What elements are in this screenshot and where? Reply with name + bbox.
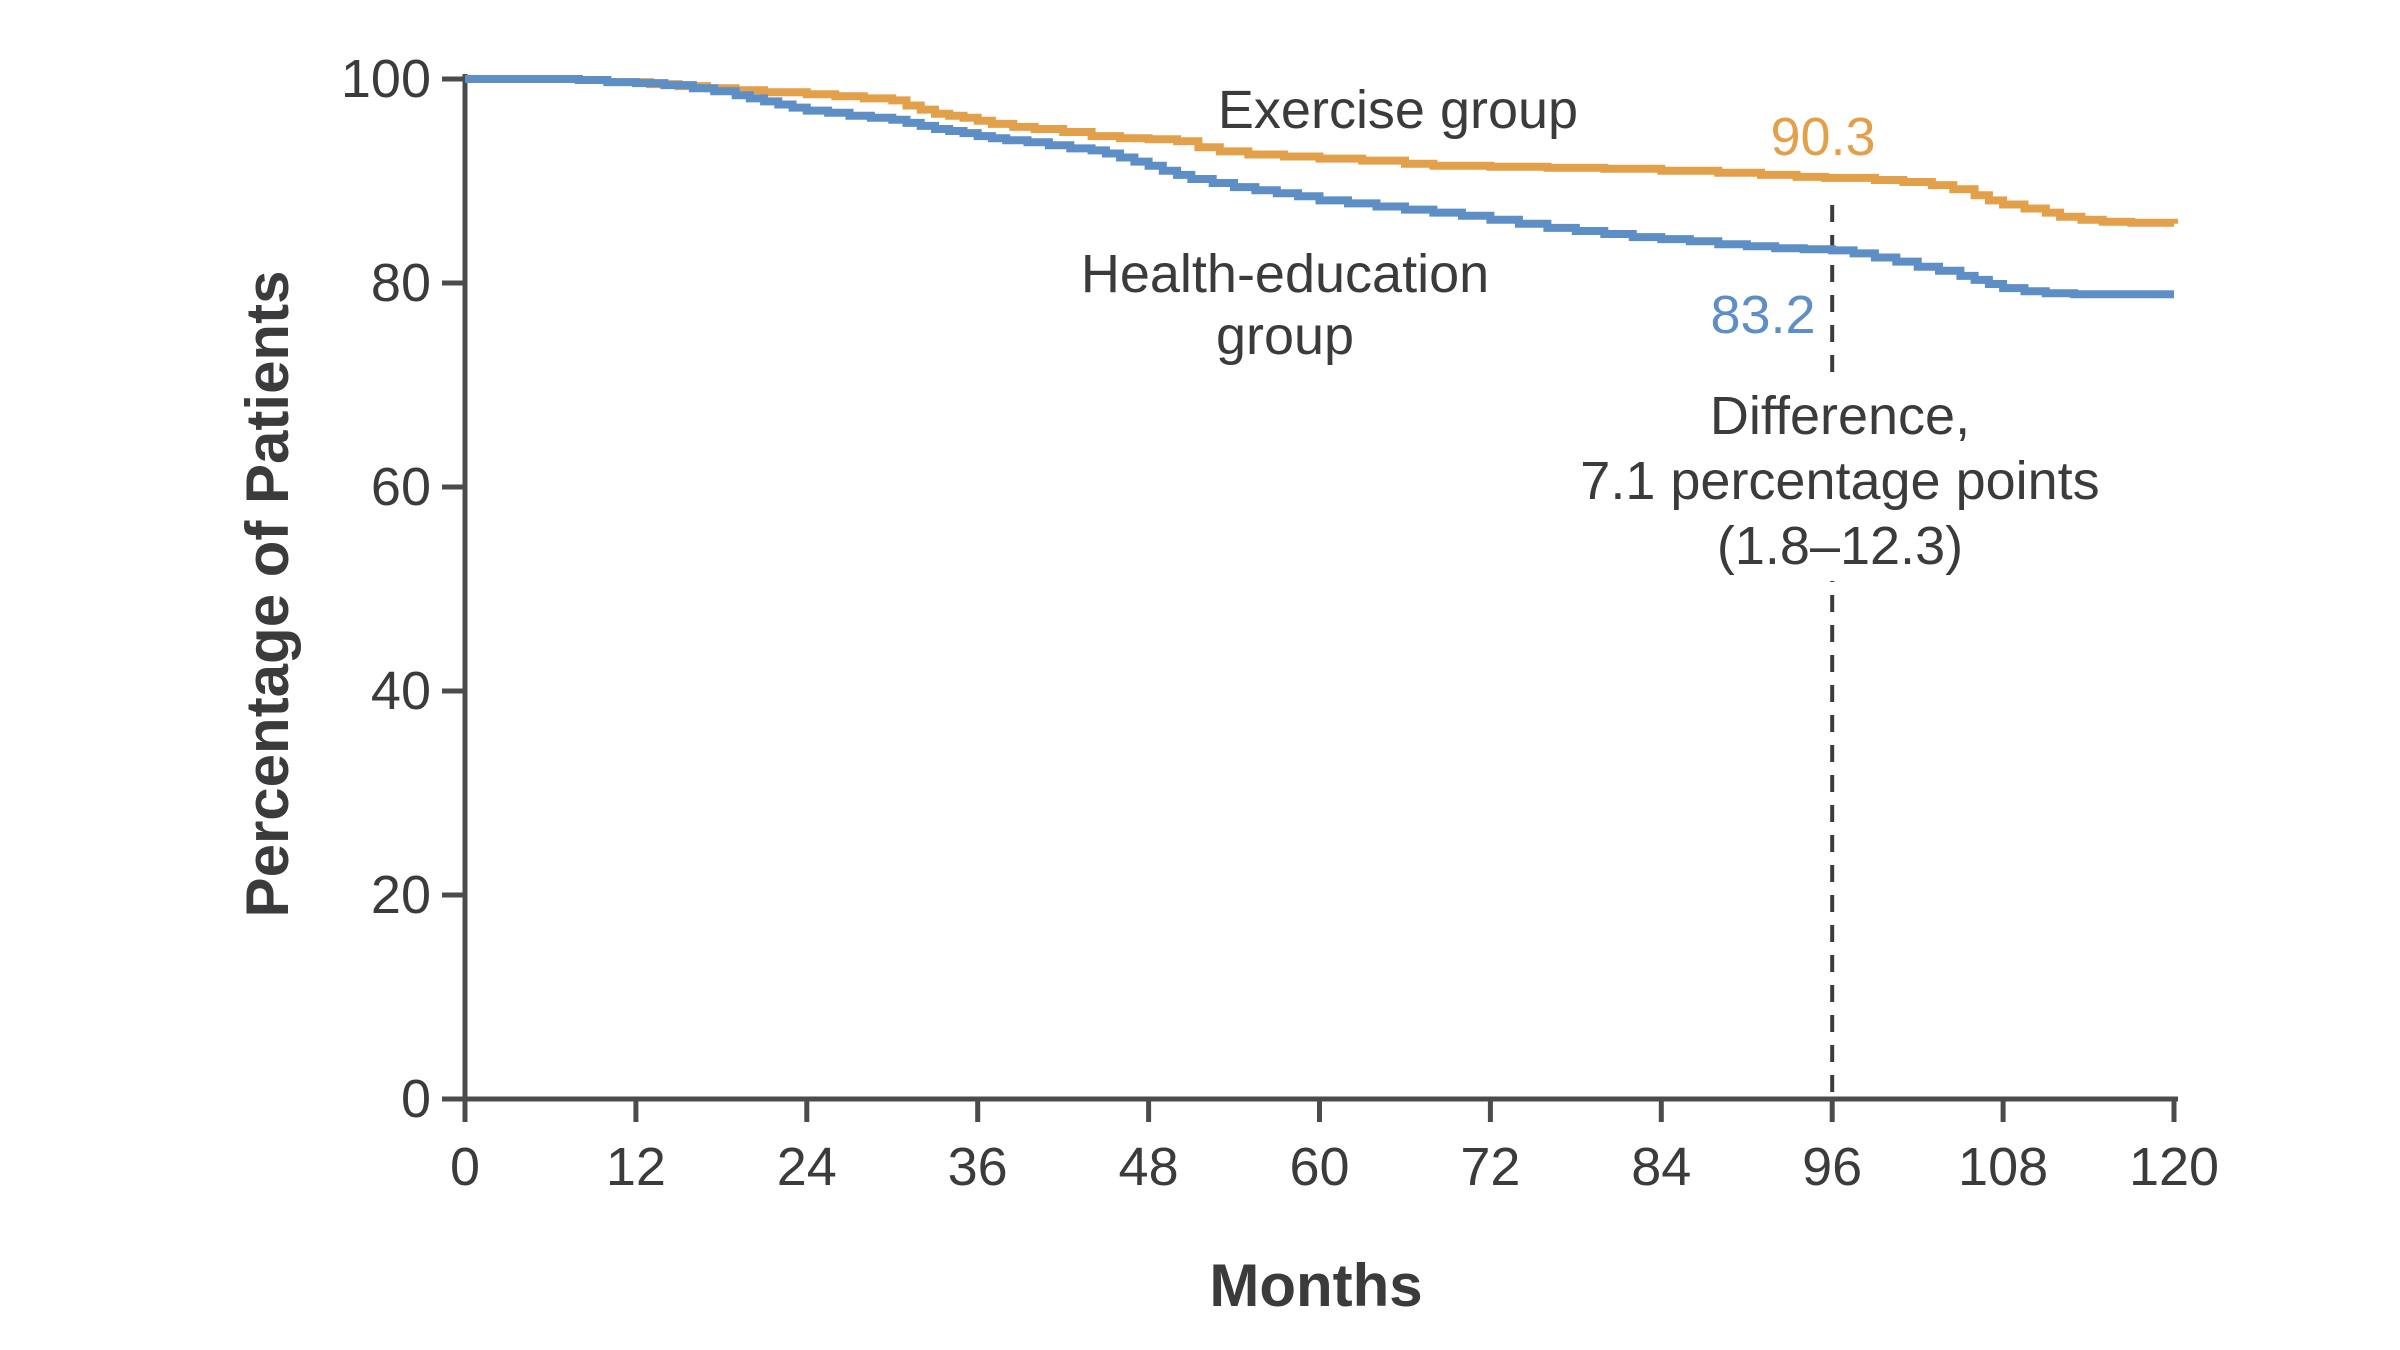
x-tick-label: 84: [1631, 1137, 1692, 1197]
x-tick-label: 12: [605, 1137, 666, 1197]
y-tick-label: 100: [340, 49, 431, 109]
difference-annotation: Difference, 7.1 percentage points (1.8–1…: [1572, 382, 2108, 581]
x-axis-title: Months: [1209, 1252, 1423, 1319]
difference-annotation-line1: Difference,: [1709, 386, 1971, 446]
difference-annotation-line2: 7.1 percentage points: [1580, 451, 2100, 511]
exercise-value-label: 90.3: [1770, 107, 1876, 167]
x-tick-label: 0: [449, 1137, 481, 1197]
health-education-label-line2: group: [1215, 306, 1355, 366]
x-tick-label: 108: [1958, 1137, 2049, 1197]
difference-annotation-line3: (1.8–12.3): [1716, 516, 1964, 576]
health-education-label-line1: Health-education: [1080, 244, 1490, 304]
x-tick-label: 96: [1802, 1137, 1863, 1197]
y-tick-label: 20: [370, 865, 431, 925]
x-tick-label: 36: [947, 1137, 1008, 1197]
series-curve-health-education: [465, 75, 2174, 299]
x-tick-label: 120: [2128, 1137, 2220, 1197]
x-tick-label: 24: [776, 1137, 837, 1197]
exercise-group-series-label: Exercise group: [1217, 80, 1579, 140]
health-education-group-series-label: Health-education group: [1081, 243, 1489, 367]
series-curve-exercise: [465, 75, 2178, 227]
y-tick-label: 40: [370, 661, 431, 721]
y-tick-label: 60: [370, 457, 431, 517]
x-tick-label: 48: [1118, 1137, 1179, 1197]
y-tick-label: 0: [400, 1069, 431, 1129]
y-tick-label: 80: [370, 253, 431, 313]
y-axis-title: Percentage of Patients: [234, 270, 301, 918]
x-tick-label: 72: [1460, 1137, 1521, 1197]
x-tick-label: 60: [1289, 1137, 1350, 1197]
health-education-value-label: 83.2: [1710, 285, 1816, 345]
